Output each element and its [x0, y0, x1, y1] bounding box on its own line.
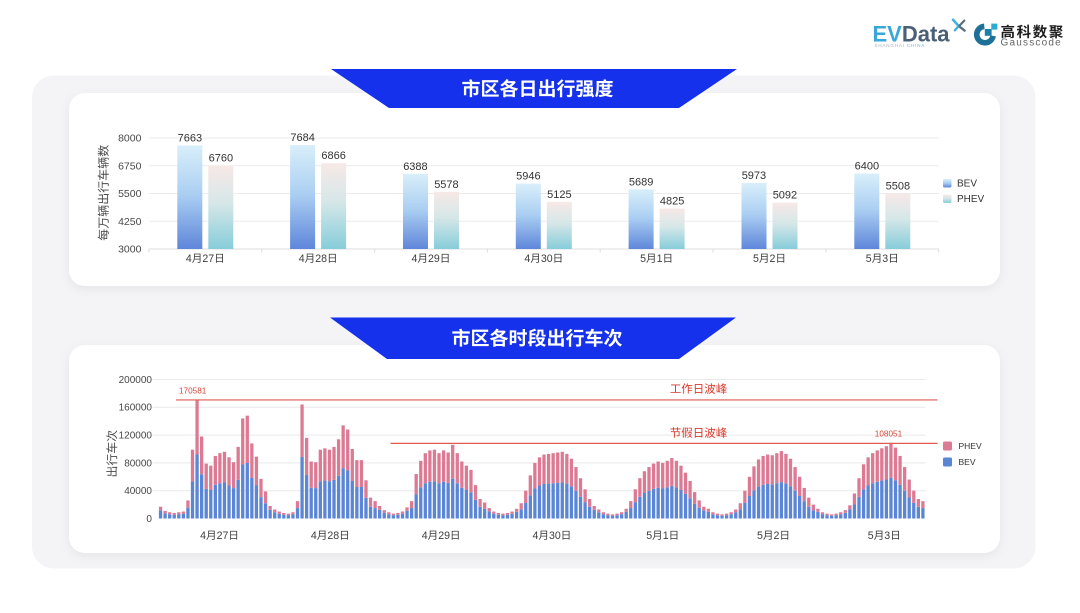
svg-text:6388: 6388: [403, 161, 427, 173]
svg-text:6866: 6866: [321, 150, 345, 162]
svg-text:6400: 6400: [855, 161, 879, 173]
svg-text:1: 1: [663, 530, 669, 542]
svg-text:BEV: BEV: [957, 179, 977, 190]
svg-text:4: 4: [533, 530, 539, 542]
svg-text:30: 30: [541, 253, 553, 265]
svg-text:5: 5: [753, 253, 759, 265]
svg-text:1: 1: [657, 253, 663, 265]
svg-text:28: 28: [327, 530, 339, 542]
svg-text:PHEV: PHEV: [959, 441, 982, 451]
svg-text:170581: 170581: [179, 386, 207, 395]
svg-text:Gausscode: Gausscode: [1001, 38, 1062, 49]
svg-text:29: 29: [428, 253, 440, 265]
svg-text:3: 3: [884, 530, 890, 542]
svg-text:5973: 5973: [742, 170, 766, 182]
svg-text:7663: 7663: [178, 133, 202, 145]
svg-text:5: 5: [757, 530, 763, 542]
svg-text:5500: 5500: [118, 188, 142, 200]
svg-text:PHEV: PHEV: [957, 194, 985, 205]
svg-text:4: 4: [412, 253, 418, 265]
svg-text:5578: 5578: [434, 179, 458, 191]
svg-text:3000: 3000: [118, 244, 142, 256]
svg-text:BEV: BEV: [959, 457, 976, 467]
svg-text:8000: 8000: [118, 133, 142, 145]
svg-text:2: 2: [774, 530, 780, 542]
svg-text:27: 27: [202, 253, 214, 265]
svg-text:2: 2: [770, 253, 776, 265]
svg-text:120000: 120000: [119, 431, 153, 442]
svg-text:40000: 40000: [124, 486, 152, 497]
svg-text:5: 5: [866, 253, 872, 265]
svg-text:4: 4: [186, 253, 192, 265]
svg-text:160000: 160000: [119, 403, 153, 414]
svg-text:108051: 108051: [875, 429, 903, 438]
svg-text:5: 5: [868, 530, 874, 542]
svg-text:5092: 5092: [773, 190, 797, 202]
svg-text:29: 29: [438, 530, 450, 542]
svg-text:7684: 7684: [290, 132, 314, 144]
svg-text:6760: 6760: [209, 153, 233, 165]
svg-text:0: 0: [146, 514, 152, 525]
svg-text:4: 4: [299, 253, 305, 265]
svg-text:27: 27: [217, 530, 229, 542]
svg-text:30: 30: [549, 530, 561, 542]
svg-text:200000: 200000: [119, 375, 153, 386]
svg-text:4: 4: [422, 530, 428, 542]
svg-text:5508: 5508: [886, 180, 910, 192]
svg-text:4250: 4250: [118, 216, 142, 228]
svg-text:6750: 6750: [118, 160, 142, 172]
svg-text:SHANGHAI CHINA: SHANGHAI CHINA: [875, 43, 926, 48]
svg-text:4: 4: [311, 530, 317, 542]
svg-text:5125: 5125: [547, 189, 571, 201]
svg-text:3: 3: [882, 253, 888, 265]
svg-text:28: 28: [315, 253, 327, 265]
svg-text:80000: 80000: [124, 458, 152, 469]
svg-text:4825: 4825: [660, 196, 684, 208]
svg-text:5: 5: [646, 530, 652, 542]
svg-text:4: 4: [200, 530, 206, 542]
svg-text:5946: 5946: [516, 171, 540, 183]
svg-text:4: 4: [524, 253, 530, 265]
svg-text:5: 5: [640, 253, 646, 265]
svg-text:EVData: EVData: [873, 22, 951, 47]
svg-text:5689: 5689: [629, 176, 653, 188]
